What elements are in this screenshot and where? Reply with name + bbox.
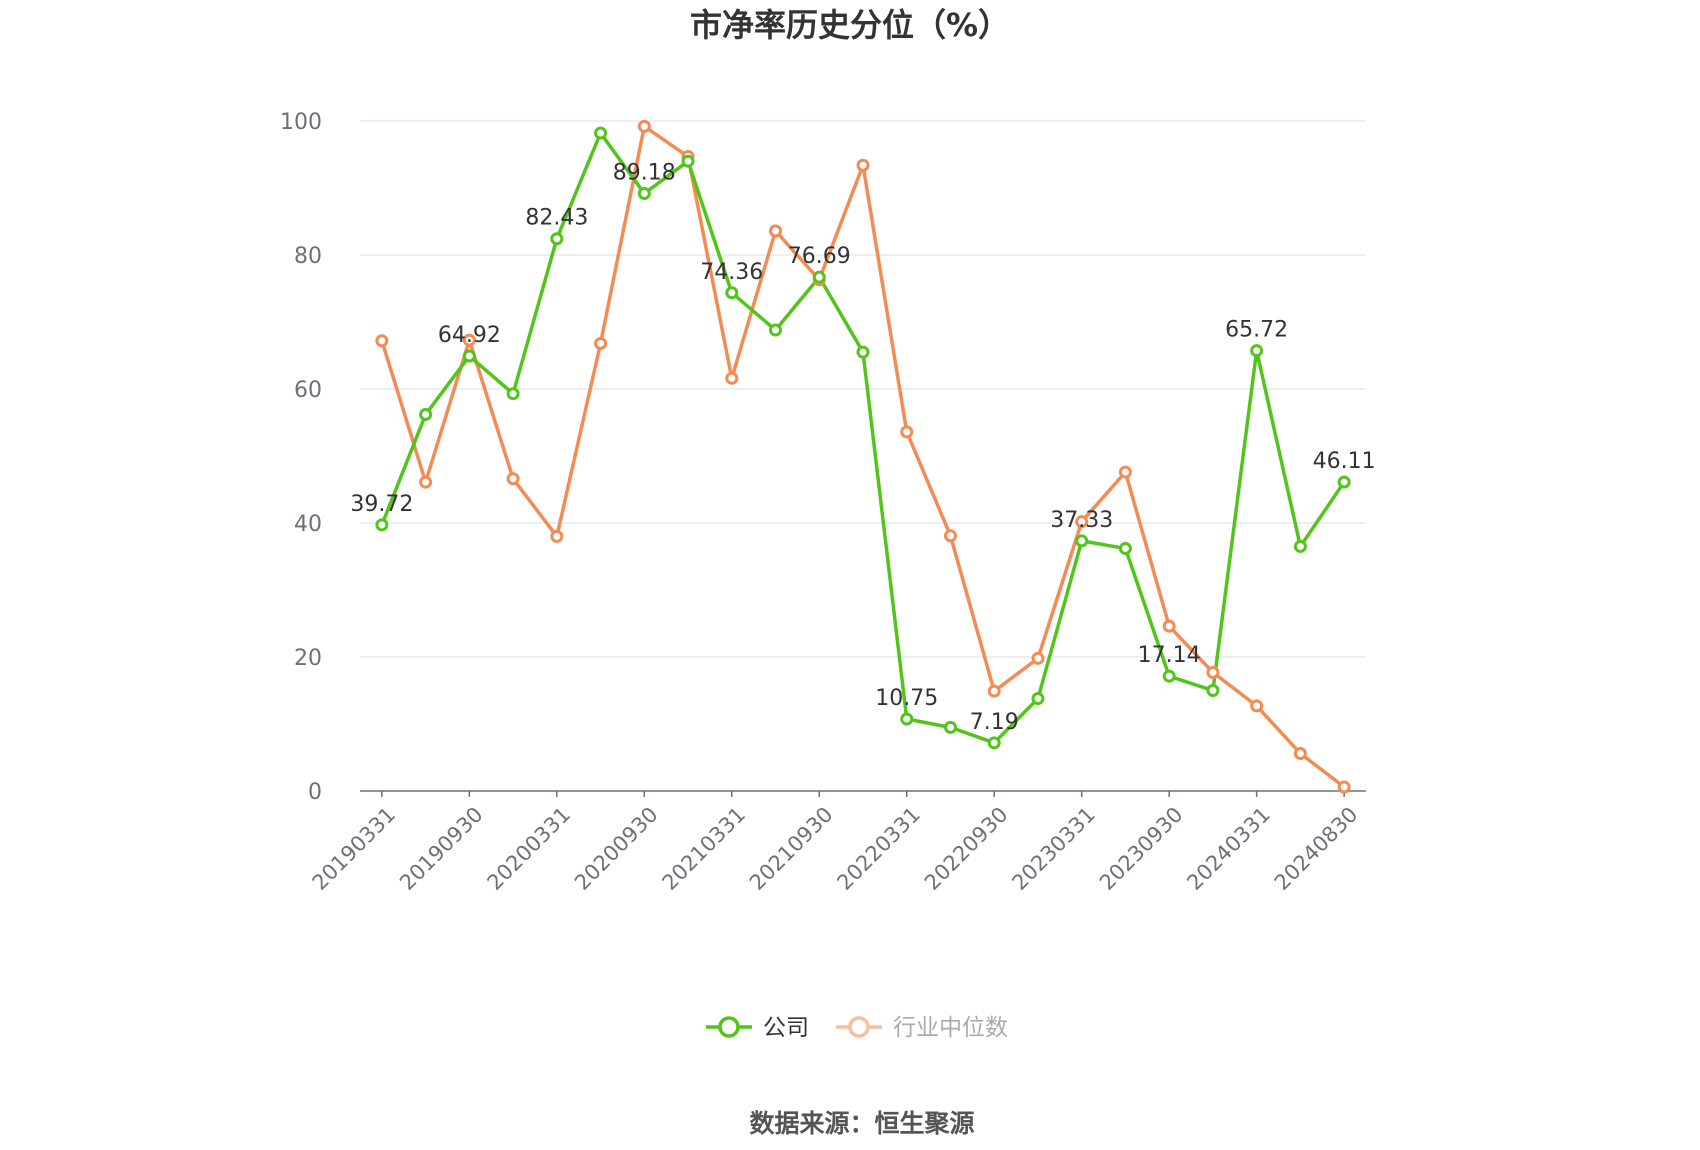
x-tick-label: 20190331 xyxy=(308,802,401,895)
x-axis: 2019033120190930202003312020093020210331… xyxy=(308,790,1366,895)
y-tick-label: 60 xyxy=(294,378,322,403)
data-point-industry-median xyxy=(1206,665,1220,679)
x-tick-label: 20210930 xyxy=(745,802,838,895)
data-label: 74.36 xyxy=(700,260,763,285)
x-tick-label: 20200331 xyxy=(483,802,576,895)
data-label: 46.11 xyxy=(1313,449,1376,474)
x-tick-label: 20220331 xyxy=(832,802,925,895)
data-point-industry-median xyxy=(506,472,520,486)
y-tick-label: 0 xyxy=(308,780,322,805)
data-label: 76.69 xyxy=(788,244,851,269)
legend-label-company: 公司 xyxy=(763,1015,809,1041)
x-tick-label: 20190930 xyxy=(395,802,488,895)
x-tick-label: 20210331 xyxy=(658,802,751,895)
y-tick-label: 80 xyxy=(294,244,322,269)
data-point-industry-median xyxy=(1162,619,1176,633)
legend-marker-industry-median xyxy=(848,1016,870,1038)
data-labels: 39.72 64.92 82.43 89.18 74.36 76.69 10.75 7.19 3… xyxy=(350,160,1375,734)
data-point-company xyxy=(1250,344,1264,358)
data-point-company xyxy=(681,154,695,168)
data-point-industry-median xyxy=(987,684,1001,698)
data-label: 39.72 xyxy=(350,492,413,517)
data-point-company xyxy=(637,186,651,200)
data-point-industry-median xyxy=(943,529,957,543)
data-label: 64.92 xyxy=(438,323,501,348)
data-point-company xyxy=(856,345,870,359)
data-label: 10.75 xyxy=(875,686,938,711)
chart-title: 市净率历史分位（%） xyxy=(690,6,1010,44)
plot-area xyxy=(375,119,1351,794)
data-point-company xyxy=(1293,539,1307,553)
data-point-company xyxy=(1075,534,1089,548)
data-point-company xyxy=(462,349,476,363)
data-point-industry-median xyxy=(550,529,564,543)
data-point-industry-median xyxy=(375,334,389,348)
y-tick-label: 40 xyxy=(294,512,322,537)
data-point-industry-median xyxy=(1293,746,1307,760)
data-source: 数据来源：恒生聚源 xyxy=(749,1109,974,1138)
data-point-company xyxy=(594,126,608,140)
data-point-industry-median xyxy=(1250,699,1264,713)
data-point-company xyxy=(1031,692,1045,706)
data-label: 37.33 xyxy=(1050,508,1113,533)
legend-item-industry-median[interactable]: 行业中位数 xyxy=(836,1015,1008,1041)
y-tick-label: 100 xyxy=(280,110,322,135)
legend-marker-company xyxy=(718,1016,740,1038)
x-tick-label: 20230331 xyxy=(1007,802,1100,895)
data-point-company xyxy=(900,712,914,726)
data-point-company xyxy=(812,270,826,284)
data-point-industry-median xyxy=(900,425,914,439)
data-point-industry-median xyxy=(637,119,651,133)
y-tick-label: 20 xyxy=(294,646,322,671)
data-label: 89.18 xyxy=(613,160,676,185)
legend[interactable]: 公司 行业中位数 xyxy=(706,1015,1008,1041)
data-label: 7.19 xyxy=(970,710,1019,735)
x-tick-label: 20240830 xyxy=(1270,802,1363,895)
data-point-company xyxy=(1206,684,1220,697)
data-point-company xyxy=(943,720,957,734)
data-point-industry-median xyxy=(594,336,608,350)
data-point-company xyxy=(725,286,739,300)
legend-item-company[interactable]: 公司 xyxy=(706,1015,809,1041)
data-point-company xyxy=(987,736,1001,750)
data-point-company xyxy=(375,518,389,532)
data-label: 17.14 xyxy=(1138,643,1201,668)
data-point-company xyxy=(506,387,520,401)
x-tick-label: 20200930 xyxy=(570,802,663,895)
data-point-industry-median xyxy=(856,158,870,172)
y-axis: 0 20 40 60 80 100 xyxy=(280,110,322,805)
data-point-industry-median xyxy=(419,475,433,489)
data-point-company xyxy=(1162,669,1176,683)
data-point-company xyxy=(769,323,783,337)
data-point-company xyxy=(550,232,564,246)
data-point-industry-median xyxy=(1075,515,1089,529)
legend-label-industry-median: 行业中位数 xyxy=(893,1015,1008,1041)
data-point-industry-median xyxy=(769,224,783,238)
data-point-company xyxy=(1337,475,1351,489)
x-tick-label: 20220930 xyxy=(920,802,1013,895)
data-label: 65.72 xyxy=(1225,318,1288,343)
data-point-industry-median xyxy=(462,333,476,347)
x-tick-label: 20240331 xyxy=(1182,802,1275,895)
data-point-company xyxy=(419,407,433,421)
data-point-company xyxy=(1118,541,1132,555)
data-label: 82.43 xyxy=(525,206,588,231)
x-tick-label: 20230930 xyxy=(1095,802,1188,895)
data-point-industry-median xyxy=(1337,780,1351,794)
data-point-industry-median xyxy=(1118,465,1132,479)
data-point-industry-median xyxy=(1031,651,1045,665)
data-point-industry-median xyxy=(725,371,739,385)
